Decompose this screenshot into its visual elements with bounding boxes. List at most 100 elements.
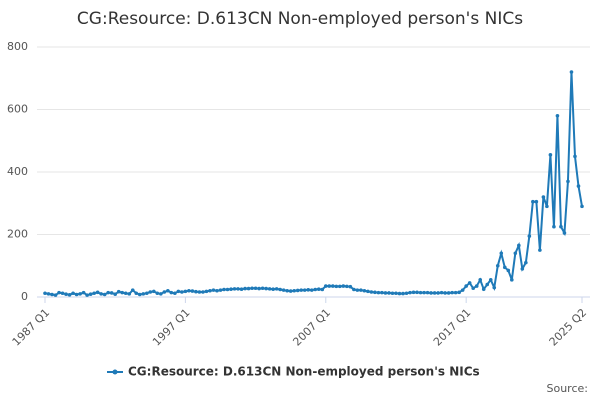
y-tick-label: 0 — [21, 290, 28, 303]
point — [369, 290, 374, 294]
point — [67, 293, 72, 297]
point — [562, 231, 567, 235]
x-tick-label: 2017 Q1 — [431, 306, 474, 349]
point — [446, 291, 451, 295]
point — [502, 265, 507, 270]
chart-title: CG:Resource: D.613CN Non-employed person… — [77, 9, 523, 29]
x-tick-label: 1987 Q1 — [10, 306, 53, 349]
x-tick-label: 1997 Q1 — [150, 306, 193, 349]
point — [510, 278, 514, 282]
point — [394, 291, 398, 296]
point — [257, 286, 261, 291]
point — [64, 292, 68, 296]
point — [569, 70, 574, 74]
point — [313, 287, 318, 292]
point — [422, 290, 426, 295]
point — [345, 284, 349, 289]
point — [302, 288, 307, 292]
legend-label: CG:Resource: D.613CN Non-employed person… — [128, 365, 480, 379]
point — [320, 287, 325, 292]
point — [520, 267, 525, 271]
point — [183, 289, 188, 294]
point — [225, 287, 230, 292]
point — [450, 290, 454, 295]
point — [338, 284, 342, 289]
point — [538, 248, 542, 252]
point — [306, 288, 311, 292]
point — [243, 286, 247, 291]
point — [548, 153, 553, 157]
point — [162, 290, 167, 294]
point — [211, 288, 216, 292]
point — [555, 113, 560, 118]
point — [559, 224, 563, 229]
point — [327, 284, 332, 288]
point — [197, 290, 202, 294]
point — [524, 260, 528, 265]
point — [418, 290, 423, 295]
point — [274, 287, 279, 291]
point — [278, 287, 282, 292]
point — [253, 286, 258, 291]
point — [309, 288, 314, 292]
point — [264, 286, 268, 291]
point — [173, 291, 177, 296]
point — [53, 293, 58, 297]
point — [74, 292, 79, 297]
point — [373, 290, 377, 295]
point — [495, 263, 500, 268]
point — [71, 291, 75, 296]
point — [102, 292, 107, 297]
point — [517, 243, 521, 248]
point — [331, 284, 335, 288]
point — [218, 288, 223, 292]
point — [236, 287, 240, 291]
point — [366, 289, 370, 294]
point — [415, 290, 419, 295]
point — [113, 292, 117, 296]
point — [148, 290, 153, 294]
point — [201, 290, 205, 294]
point — [467, 281, 472, 285]
point — [513, 251, 518, 256]
point — [194, 289, 198, 294]
point — [362, 288, 367, 293]
point — [404, 291, 409, 296]
point — [99, 292, 103, 296]
point — [478, 278, 483, 282]
point — [566, 179, 570, 184]
point — [334, 284, 339, 289]
point — [169, 290, 174, 295]
point — [57, 290, 61, 295]
point — [355, 288, 360, 292]
point — [190, 289, 195, 293]
point — [187, 288, 191, 293]
point — [481, 287, 486, 291]
point — [499, 251, 504, 256]
point — [141, 292, 146, 296]
point — [88, 292, 93, 296]
point — [295, 288, 300, 293]
point — [208, 288, 212, 293]
point — [78, 292, 82, 296]
point — [359, 288, 363, 292]
point — [116, 289, 121, 294]
point — [401, 291, 405, 296]
point — [81, 290, 86, 295]
point — [436, 291, 440, 295]
legend-marker — [112, 369, 118, 375]
point — [267, 287, 272, 291]
point — [180, 290, 184, 294]
point — [471, 286, 475, 291]
point — [166, 288, 170, 293]
point — [130, 288, 135, 292]
point — [106, 290, 110, 295]
point — [288, 289, 293, 293]
point — [541, 195, 546, 199]
point — [95, 290, 100, 295]
y-tick-label: 800 — [7, 40, 28, 53]
point — [580, 204, 584, 209]
point — [85, 293, 89, 297]
point — [411, 290, 416, 295]
